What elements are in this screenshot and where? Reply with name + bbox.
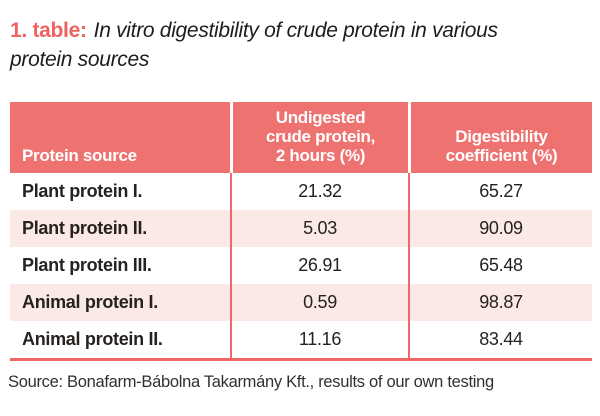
header-protein-source: Protein source bbox=[22, 146, 137, 165]
cell-undigested-value: 11.16 bbox=[230, 321, 408, 358]
caption-title: In vitro digestibility of crude protein … bbox=[10, 19, 498, 71]
cell-undigested-value: 5.03 bbox=[230, 210, 408, 247]
table-row: Plant protein III. 26.91 65.48 bbox=[10, 247, 592, 284]
cell-protein-name: Plant protein III. bbox=[22, 255, 152, 275]
cell-undigested-value: 21.32 bbox=[230, 173, 408, 210]
cell-coefficient-value: 83.44 bbox=[408, 321, 592, 358]
table-row: Plant protein II. 5.03 90.09 bbox=[10, 210, 592, 247]
cell-protein-name: Animal protein II. bbox=[22, 329, 163, 349]
table-header-row: Protein source Undigested crude protein,… bbox=[10, 102, 592, 173]
cell-protein-name: Animal protein I. bbox=[22, 292, 158, 312]
table-row: Animal protein I. 0.59 98.87 bbox=[10, 284, 592, 321]
cell-coefficient-value: 90.09 bbox=[408, 210, 592, 247]
table-caption: 1. table: In vitro digestibility of crude… bbox=[10, 16, 590, 74]
data-table: Protein source Undigested crude protein,… bbox=[10, 102, 592, 361]
header-digestibility-coefficient: Digestibility coefficient (%) bbox=[408, 102, 592, 173]
cell-coefficient-value: 98.87 bbox=[408, 284, 592, 321]
table-row: Plant protein I. 21.32 65.27 bbox=[10, 173, 592, 210]
cell-coefficient-value: 65.27 bbox=[408, 173, 592, 210]
cell-undigested-value: 0.59 bbox=[230, 284, 408, 321]
cell-undigested-value: 26.91 bbox=[230, 247, 408, 284]
cell-protein-name: Plant protein II. bbox=[22, 218, 147, 238]
caption-number: 1. table: bbox=[10, 19, 87, 42]
cell-coefficient-value: 65.48 bbox=[408, 247, 592, 284]
source-note: Source: Bonafarm-Bábolna Takarmány Kft.,… bbox=[8, 373, 494, 391]
header-undigested-crude-protein: Undigested crude protein, 2 hours (%) bbox=[230, 102, 408, 173]
cell-protein-name: Plant protein I. bbox=[22, 181, 143, 201]
table-row: Animal protein II. 11.16 83.44 bbox=[10, 321, 592, 358]
